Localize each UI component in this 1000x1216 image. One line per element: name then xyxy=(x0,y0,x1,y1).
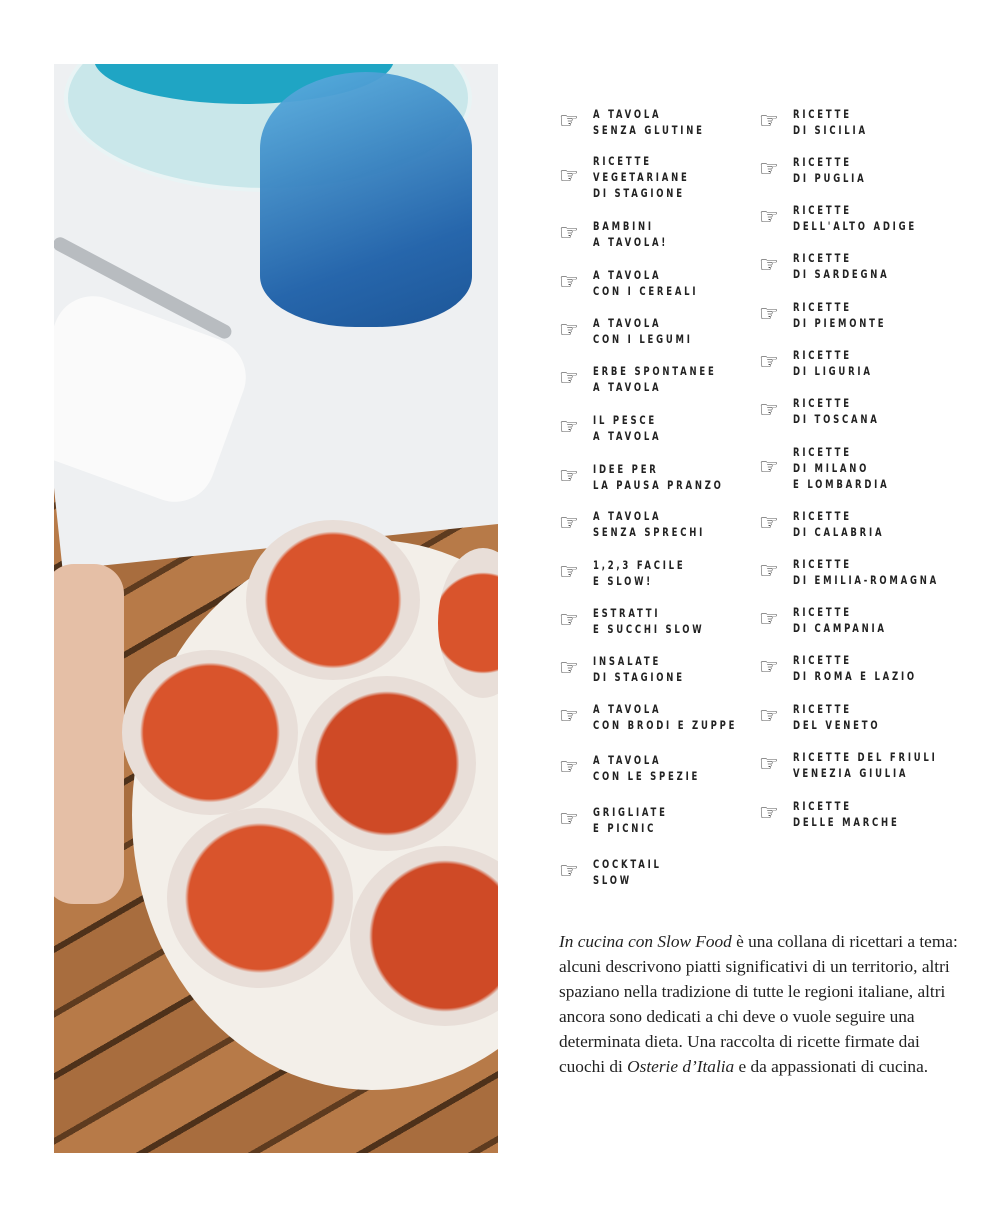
series-item: ☞ RICETTE DI ROMA E LAZIO xyxy=(759,652,944,684)
series-item: ☞ A TAVOLA SENZA SPRECHI xyxy=(559,508,730,540)
series-item-label: RICETTE DI PIEMONTE xyxy=(793,300,887,330)
series-item-label: RICETTE DI MILANO E LOMBARDIA xyxy=(793,445,890,491)
series-item-label: ERBE SPONTANEE A TAVOLA xyxy=(593,364,717,394)
series-item: ☞ RICETTE DI MILANO E LOMBARDIA xyxy=(759,444,911,492)
pointing-hand-icon: ☞ xyxy=(759,752,779,777)
pointing-hand-icon: ☞ xyxy=(759,205,779,230)
pointing-hand-icon: ☞ xyxy=(559,608,579,633)
series-item-label: RICETTE DELL'ALTO ADIGE xyxy=(793,203,917,233)
pointing-hand-icon: ☞ xyxy=(759,109,779,134)
series-item-label: A TAVOLA CON LE SPEZIE xyxy=(593,753,701,783)
series-item-label: A TAVOLA CON I CEREALI xyxy=(593,268,699,298)
pointing-hand-icon: ☞ xyxy=(559,464,579,489)
series-item-label: A TAVOLA CON BRODI E ZUPPE xyxy=(593,702,738,732)
series-item: ☞ GRIGLIATE E PICNIC xyxy=(559,804,684,836)
pointing-hand-icon: ☞ xyxy=(559,807,579,832)
osterie-title: Osterie d’Italia xyxy=(627,1057,735,1076)
series-item-label: RICETTE DI PUGLIA xyxy=(793,155,867,185)
pointing-hand-icon: ☞ xyxy=(559,511,579,536)
pointing-hand-icon: ☞ xyxy=(759,655,779,680)
series-item: ☞ RICETTE DEL FRIULI VENEZIA GIULIA xyxy=(759,749,969,781)
series-item-label: IDEE PER LA PAUSA PRANZO xyxy=(593,462,724,492)
series-item-label: RICETTE VEGETARIANE DI STAGIONE xyxy=(593,154,690,200)
series-item: ☞ RICETTE DI CAMPANIA xyxy=(759,604,907,636)
series-item: ☞ RICETTE DI LIGURIA xyxy=(759,347,890,379)
pointing-hand-icon: ☞ xyxy=(759,801,779,826)
pointing-hand-icon: ☞ xyxy=(759,559,779,584)
series-item-label: INSALATE DI STAGIONE xyxy=(593,654,685,684)
series-item-label: ESTRATTI E SUCCHI SLOW xyxy=(593,606,705,636)
series-item-label: A TAVOLA CON I LEGUMI xyxy=(593,316,693,346)
pointing-hand-icon: ☞ xyxy=(559,656,579,681)
pointing-hand-icon: ☞ xyxy=(759,350,779,375)
pointing-hand-icon: ☞ xyxy=(559,270,579,295)
pointing-hand-icon: ☞ xyxy=(759,607,779,632)
series-item: ☞ BAMBINI A TAVOLA! xyxy=(559,218,685,250)
series-item: ☞ A TAVOLA CON LE SPEZIE xyxy=(559,752,724,784)
series-item: ☞ A TAVOLA CON I LEGUMI xyxy=(559,315,715,347)
series-item-label: RICETTE DI EMILIA-ROMAGNA xyxy=(793,557,939,587)
series-item-label: A TAVOLA SENZA GLUTINE xyxy=(593,107,705,137)
series-item: ☞ RICETTE DI PUGLIA xyxy=(759,154,883,186)
series-item: ☞ RICETTE DI SICILIA xyxy=(759,106,884,138)
pointing-hand-icon: ☞ xyxy=(559,560,579,585)
series-item-label: RICETTE DEL VENETO xyxy=(793,702,881,732)
series-item-label: RICETTE DI CAMPANIA xyxy=(793,605,887,635)
series-item: ☞ RICETTE DEL VENETO xyxy=(759,701,900,733)
series-item: ☞ RICETTE DELLE MARCHE xyxy=(759,798,923,830)
gazpacho-photo xyxy=(54,64,498,1153)
series-item: ☞ RICETTE VEGETARIANE DI STAGIONE xyxy=(559,153,711,201)
series-item-label: RICETTE DI LIGURIA xyxy=(793,348,873,378)
series-item: ☞ RICETTE DI SARDEGNA xyxy=(759,250,911,282)
pointing-hand-icon: ☞ xyxy=(559,109,579,134)
series-item-label: RICETTE DI SICILIA xyxy=(793,107,868,137)
series-item: ☞ RICETTE DI TOSCANA xyxy=(759,395,899,427)
pointing-hand-icon: ☞ xyxy=(759,398,779,423)
series-item-label: IL PESCE A TAVOLA xyxy=(593,413,662,443)
pointing-hand-icon: ☞ xyxy=(759,511,779,536)
series-item: ☞ RICETTE DI CALABRIA xyxy=(759,508,904,540)
series-item-label: RICETTE DI TOSCANA xyxy=(793,396,880,426)
series-item: ☞ IDEE PER LA PAUSA PRANZO xyxy=(559,461,752,493)
series-item-label: A TAVOLA SENZA SPRECHI xyxy=(593,509,706,539)
series-item-label: RICETTE DI SARDEGNA xyxy=(793,251,890,281)
series-item-label: BAMBINI A TAVOLA! xyxy=(593,219,669,249)
series-item: ☞ IL PESCE A TAVOLA xyxy=(559,412,676,444)
series-item-label: GRIGLIATE E PICNIC xyxy=(593,805,668,835)
series-item: ☞ RICETTE DELL'ALTO ADIGE xyxy=(759,202,944,234)
pointing-hand-icon: ☞ xyxy=(759,704,779,729)
pointing-hand-icon: ☞ xyxy=(559,221,579,246)
series-item: ☞ ERBE SPONTANEE A TAVOLA xyxy=(559,363,744,395)
pointing-hand-icon: ☞ xyxy=(759,302,779,327)
series-item: ☞ COCKTAIL SLOW xyxy=(559,856,677,888)
series-item: ☞ 1,2,3 FACILE E SLOW! xyxy=(559,557,706,589)
series-item-label: RICETTE DI CALABRIA xyxy=(793,509,885,539)
series-title: In cucina con Slow Food xyxy=(559,932,732,951)
series-description: In cucina con Slow Food è una collana di… xyxy=(559,932,958,1076)
series-item: ☞ A TAVOLA SENZA GLUTINE xyxy=(559,106,729,138)
series-item-label: RICETTE DI ROMA E LAZIO xyxy=(793,653,917,683)
series-item: ☞ INSALATE DI STAGIONE xyxy=(559,653,705,685)
pointing-hand-icon: ☞ xyxy=(559,318,579,343)
series-item-label: RICETTE DELLE MARCHE xyxy=(793,799,900,829)
pointing-hand-icon: ☞ xyxy=(759,157,779,182)
pointing-hand-icon: ☞ xyxy=(759,253,779,278)
pointing-hand-icon: ☞ xyxy=(559,164,579,189)
series-item: ☞ A TAVOLA CON I CEREALI xyxy=(559,267,721,299)
pointing-hand-icon: ☞ xyxy=(559,366,579,391)
series-item-label: 1,2,3 FACILE E SLOW! xyxy=(593,558,686,588)
series-item-label: COCKTAIL SLOW xyxy=(593,857,662,887)
series-item: ☞ RICETTE DI EMILIA-ROMAGNA xyxy=(759,556,971,588)
pointing-hand-icon: ☞ xyxy=(559,415,579,440)
series-item: ☞ A TAVOLA CON BRODI E ZUPPE xyxy=(559,701,769,733)
series-item: ☞ RICETTE DI PIEMONTE xyxy=(759,299,907,331)
pointing-hand-icon: ☞ xyxy=(559,755,579,780)
series-item: ☞ ESTRATTI E SUCCHI SLOW xyxy=(559,605,729,637)
pointing-hand-icon: ☞ xyxy=(559,859,579,884)
pointing-hand-icon: ☞ xyxy=(759,455,779,480)
series-item-label: RICETTE DEL FRIULI VENEZIA GIULIA xyxy=(793,750,938,780)
pointing-hand-icon: ☞ xyxy=(559,704,579,729)
